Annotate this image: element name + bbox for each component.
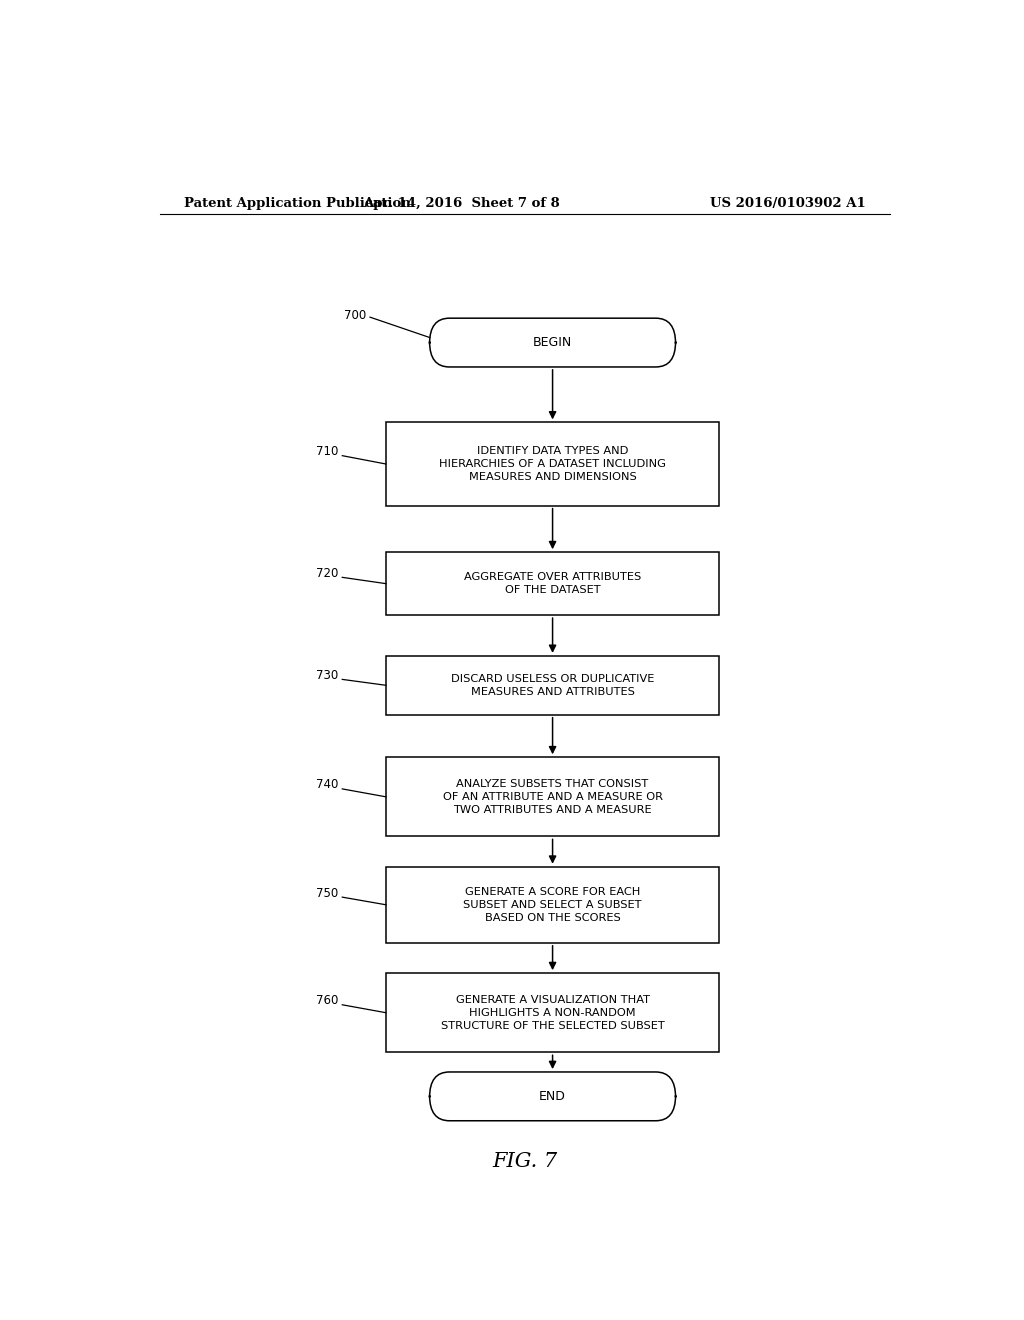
Text: 750: 750 [316, 887, 338, 899]
Text: US 2016/0103902 A1: US 2016/0103902 A1 [711, 197, 866, 210]
Text: 730: 730 [316, 669, 338, 682]
Text: BEGIN: BEGIN [532, 337, 572, 348]
Text: 710: 710 [316, 445, 338, 458]
Text: 740: 740 [316, 779, 338, 791]
Text: GENERATE A VISUALIZATION THAT
HIGHLIGHTS A NON-RANDOM
STRUCTURE OF THE SELECTED : GENERATE A VISUALIZATION THAT HIGHLIGHTS… [440, 994, 665, 1031]
Text: END: END [540, 1090, 566, 1104]
Bar [386, 867, 719, 942]
Text: 720: 720 [316, 566, 338, 579]
Text: IDENTIFY DATA TYPES AND
HIERARCHIES OF A DATASET INCLUDING
MEASURES AND DIMENSIO: IDENTIFY DATA TYPES AND HIERARCHIES OF A… [439, 446, 666, 482]
Bar [386, 656, 719, 714]
Text: ANALYZE SUBSETS THAT CONSIST
OF AN ATTRIBUTE AND A MEASURE OR
TWO ATTRIBUTES AND: ANALYZE SUBSETS THAT CONSIST OF AN ATTRI… [442, 779, 663, 814]
Text: DISCARD USELESS OR DUPLICATIVE
MEASURES AND ATTRIBUTES: DISCARD USELESS OR DUPLICATIVE MEASURES … [451, 673, 654, 697]
Text: GENERATE A SCORE FOR EACH
SUBSET AND SELECT A SUBSET
BASED ON THE SCORES: GENERATE A SCORE FOR EACH SUBSET AND SEL… [463, 887, 642, 923]
Text: AGGREGATE OVER ATTRIBUTES
OF THE DATASET: AGGREGATE OVER ATTRIBUTES OF THE DATASET [464, 572, 641, 595]
Text: 700: 700 [344, 309, 367, 322]
FancyBboxPatch shape [430, 1072, 676, 1121]
Bar [386, 422, 719, 506]
Text: 760: 760 [316, 994, 338, 1007]
Text: Apr. 14, 2016  Sheet 7 of 8: Apr. 14, 2016 Sheet 7 of 8 [362, 197, 560, 210]
Text: FIG. 7: FIG. 7 [493, 1152, 557, 1171]
Text: Patent Application Publication: Patent Application Publication [183, 197, 411, 210]
Bar [386, 973, 719, 1052]
Bar [386, 552, 719, 615]
Bar [386, 758, 719, 837]
FancyBboxPatch shape [430, 318, 676, 367]
